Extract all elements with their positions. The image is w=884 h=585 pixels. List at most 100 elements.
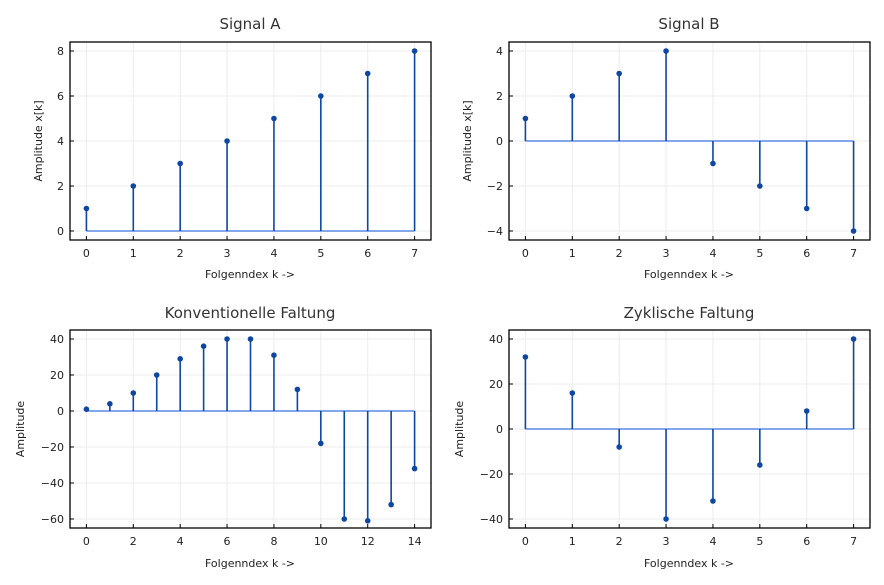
axes-frame xyxy=(69,329,432,529)
data-point xyxy=(569,93,576,99)
x-tick-label: 0 xyxy=(522,535,529,548)
y-tick-label: 4 xyxy=(496,45,503,58)
x-tick-label: 6 xyxy=(224,535,231,548)
data-point xyxy=(411,465,418,472)
data-point xyxy=(663,516,669,522)
x-tick-label: 0 xyxy=(522,247,529,260)
panel-signal-a: Signal A Folgenndex k -> Amplitude x[k] … xyxy=(32,15,432,281)
data-point xyxy=(130,183,137,189)
data-point xyxy=(663,48,669,54)
data-point xyxy=(318,93,324,99)
data-point xyxy=(616,70,622,77)
y-tick-label: −20 xyxy=(480,468,503,481)
x-tick-label: 6 xyxy=(364,247,371,260)
y-tick-label: 20 xyxy=(489,378,503,391)
y-tick-label: 2 xyxy=(496,90,503,103)
y-tick-label: 6 xyxy=(57,90,64,103)
x-tick-label: 4 xyxy=(270,247,277,260)
x-tick-label: 1 xyxy=(569,535,576,548)
x-tick-label: 2 xyxy=(130,535,137,548)
data-point xyxy=(177,356,183,362)
x-tick-label: 5 xyxy=(317,247,324,260)
y-tick-label: 8 xyxy=(57,45,64,58)
y-tick-label: 40 xyxy=(489,333,503,346)
x-tick-label: 4 xyxy=(709,247,716,260)
data-point xyxy=(757,183,763,189)
x-tick-label: 2 xyxy=(616,535,623,548)
data-point xyxy=(364,70,371,77)
data-point xyxy=(364,518,371,524)
y-axis-label: Amplitude xyxy=(453,401,466,458)
data-point xyxy=(153,372,160,378)
y-tick-label: −40 xyxy=(41,477,64,490)
x-axis-label: Folgenndex k -> xyxy=(644,557,734,570)
data-point xyxy=(710,498,716,504)
y-tick-label: 20 xyxy=(50,369,64,382)
y-axis-label: Amplitude x[k] xyxy=(32,100,45,181)
x-tick-label: 6 xyxy=(803,247,810,260)
data-point xyxy=(803,408,810,414)
y-tick-label: 2 xyxy=(57,180,64,193)
x-tick-label: 6 xyxy=(803,535,810,548)
data-point xyxy=(271,352,277,359)
data-point xyxy=(177,160,183,167)
x-tick-label: 3 xyxy=(224,247,231,260)
chart-title: Signal A xyxy=(219,15,281,33)
data-point xyxy=(569,390,576,396)
data-point xyxy=(224,336,230,342)
data-point xyxy=(83,406,90,413)
y-tick-label: −4 xyxy=(487,225,503,238)
x-tick-label: 12 xyxy=(361,535,375,548)
data-point xyxy=(107,401,113,407)
data-point xyxy=(850,228,857,234)
data-point xyxy=(803,205,810,212)
y-axis-label: Amplitude x[k] xyxy=(461,100,474,181)
x-tick-label: 3 xyxy=(663,247,670,260)
data-point xyxy=(294,386,301,393)
x-tick-label: 4 xyxy=(709,535,716,548)
chart-title: Konventionelle Faltung xyxy=(165,304,336,322)
panel-konventionelle-faltung: Konventionelle Faltung Folgenndex k -> A… xyxy=(14,304,432,570)
data-point xyxy=(522,354,529,360)
y-tick-label: 0 xyxy=(496,135,503,148)
y-tick-label: −2 xyxy=(487,180,503,193)
y-tick-label: 4 xyxy=(57,135,64,148)
data-point xyxy=(247,336,254,342)
data-point xyxy=(388,501,394,508)
data-point xyxy=(522,115,529,122)
x-tick-label: 10 xyxy=(314,535,328,548)
y-tick-label: 0 xyxy=(57,225,64,238)
x-tick-label: 0 xyxy=(83,535,90,548)
x-tick-label: 7 xyxy=(411,247,418,260)
x-tick-label: 2 xyxy=(616,247,623,260)
data-point xyxy=(710,160,716,167)
data-point xyxy=(850,336,857,342)
x-axis-label: Folgenndex k -> xyxy=(205,268,295,281)
panel-signal-b: Signal B Folgenndex k -> Amplitude x[k] … xyxy=(461,15,871,281)
data-point xyxy=(341,516,348,522)
x-axis-label: Folgenndex k -> xyxy=(205,557,295,570)
data-point xyxy=(130,390,137,396)
data-point xyxy=(616,444,622,450)
y-tick-label: 0 xyxy=(496,423,503,436)
data-point xyxy=(83,205,90,212)
data-point xyxy=(224,138,230,144)
y-axis-label: Amplitude xyxy=(14,401,27,458)
x-tick-label: 1 xyxy=(569,247,576,260)
x-tick-label: 5 xyxy=(756,535,763,548)
x-axis-label: Folgenndex k -> xyxy=(644,268,734,281)
data-point xyxy=(318,440,324,447)
data-point xyxy=(411,48,418,54)
data-point xyxy=(271,115,277,122)
x-tick-label: 3 xyxy=(663,535,670,548)
y-tick-label: 40 xyxy=(50,333,64,346)
y-tick-label: −60 xyxy=(41,513,64,526)
x-tick-label: 1 xyxy=(130,247,137,260)
data-point xyxy=(757,462,763,468)
chart-title: Signal B xyxy=(658,15,719,33)
y-tick-label: −40 xyxy=(480,513,503,526)
x-tick-label: 2 xyxy=(177,247,184,260)
x-tick-label: 5 xyxy=(756,247,763,260)
y-tick-label: −20 xyxy=(41,441,64,454)
